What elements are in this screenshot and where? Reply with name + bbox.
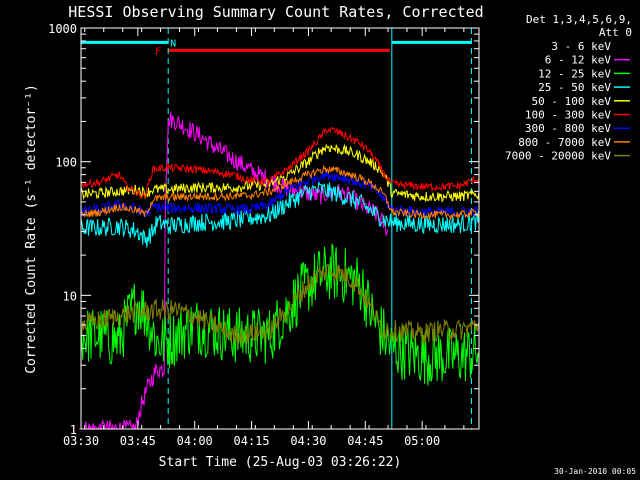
legend-label: 3 - 6 keV — [551, 40, 611, 53]
legend-label: 12 - 25 keV — [538, 67, 611, 80]
series-line-4 — [80, 181, 480, 248]
series-line-1 — [168, 102, 388, 221]
legend-label: 7000 - 20000 keV — [505, 150, 611, 163]
flare-flag-label: F — [155, 46, 161, 57]
x-axis-ticks: 03:30 03:45 04:00 04:15 04:30 04:45 05:00 — [63, 28, 465, 448]
x-tick-label: 04:45 — [347, 434, 383, 448]
series-line-5 — [80, 143, 480, 203]
y-tick-label: 1000 — [48, 22, 77, 36]
x-tick-label: 03:45 — [120, 434, 156, 448]
chart-title: HESSI Observing Summary Count Rates, Cor… — [68, 3, 483, 21]
x-axis-label: Start Time (25-Aug-03 03:26:22) — [159, 455, 402, 470]
legend-header-line-2: Att 0 — [599, 26, 632, 39]
legend-label: 6 - 12 keV — [545, 54, 612, 67]
plot-area: FN — [79, 28, 480, 431]
legend-header-line-1: Det 1,3,4,5,6,9, — [526, 13, 632, 26]
legend-label: 50 - 100 keV — [532, 95, 612, 108]
y-tick-label: 100 — [55, 156, 77, 170]
date-stamp: 30-Jan-2010 00:05 — [554, 467, 636, 476]
legend-label: 300 - 800 keV — [525, 122, 611, 135]
x-tick-label: 04:30 — [290, 434, 326, 448]
night-flag-label: N — [170, 38, 176, 49]
legend-label: 100 - 300 keV — [525, 109, 611, 122]
series-line-3 — [80, 243, 480, 386]
y-axis-ticks: 1 10 100 1000 — [48, 22, 479, 437]
y-tick-label: 10 — [63, 289, 77, 303]
legend-label: 800 - 7000 keV — [518, 136, 611, 149]
series-line-9 — [80, 264, 480, 347]
plot-frame — [80, 27, 480, 430]
y-tick-label: 1 — [70, 423, 77, 437]
x-tick-label: 05:00 — [404, 434, 440, 448]
x-tick-label: 04:00 — [177, 434, 213, 448]
x-tick-label: 04:15 — [234, 434, 270, 448]
x-tick-label: 03:30 — [63, 434, 99, 448]
legend-label: 25 - 50 keV — [538, 81, 611, 94]
y-axis-label: Corrected Count Rate (s⁻¹ detector⁻¹) — [24, 84, 39, 374]
series-line-6 — [80, 126, 480, 199]
series-line-8 — [80, 164, 480, 221]
